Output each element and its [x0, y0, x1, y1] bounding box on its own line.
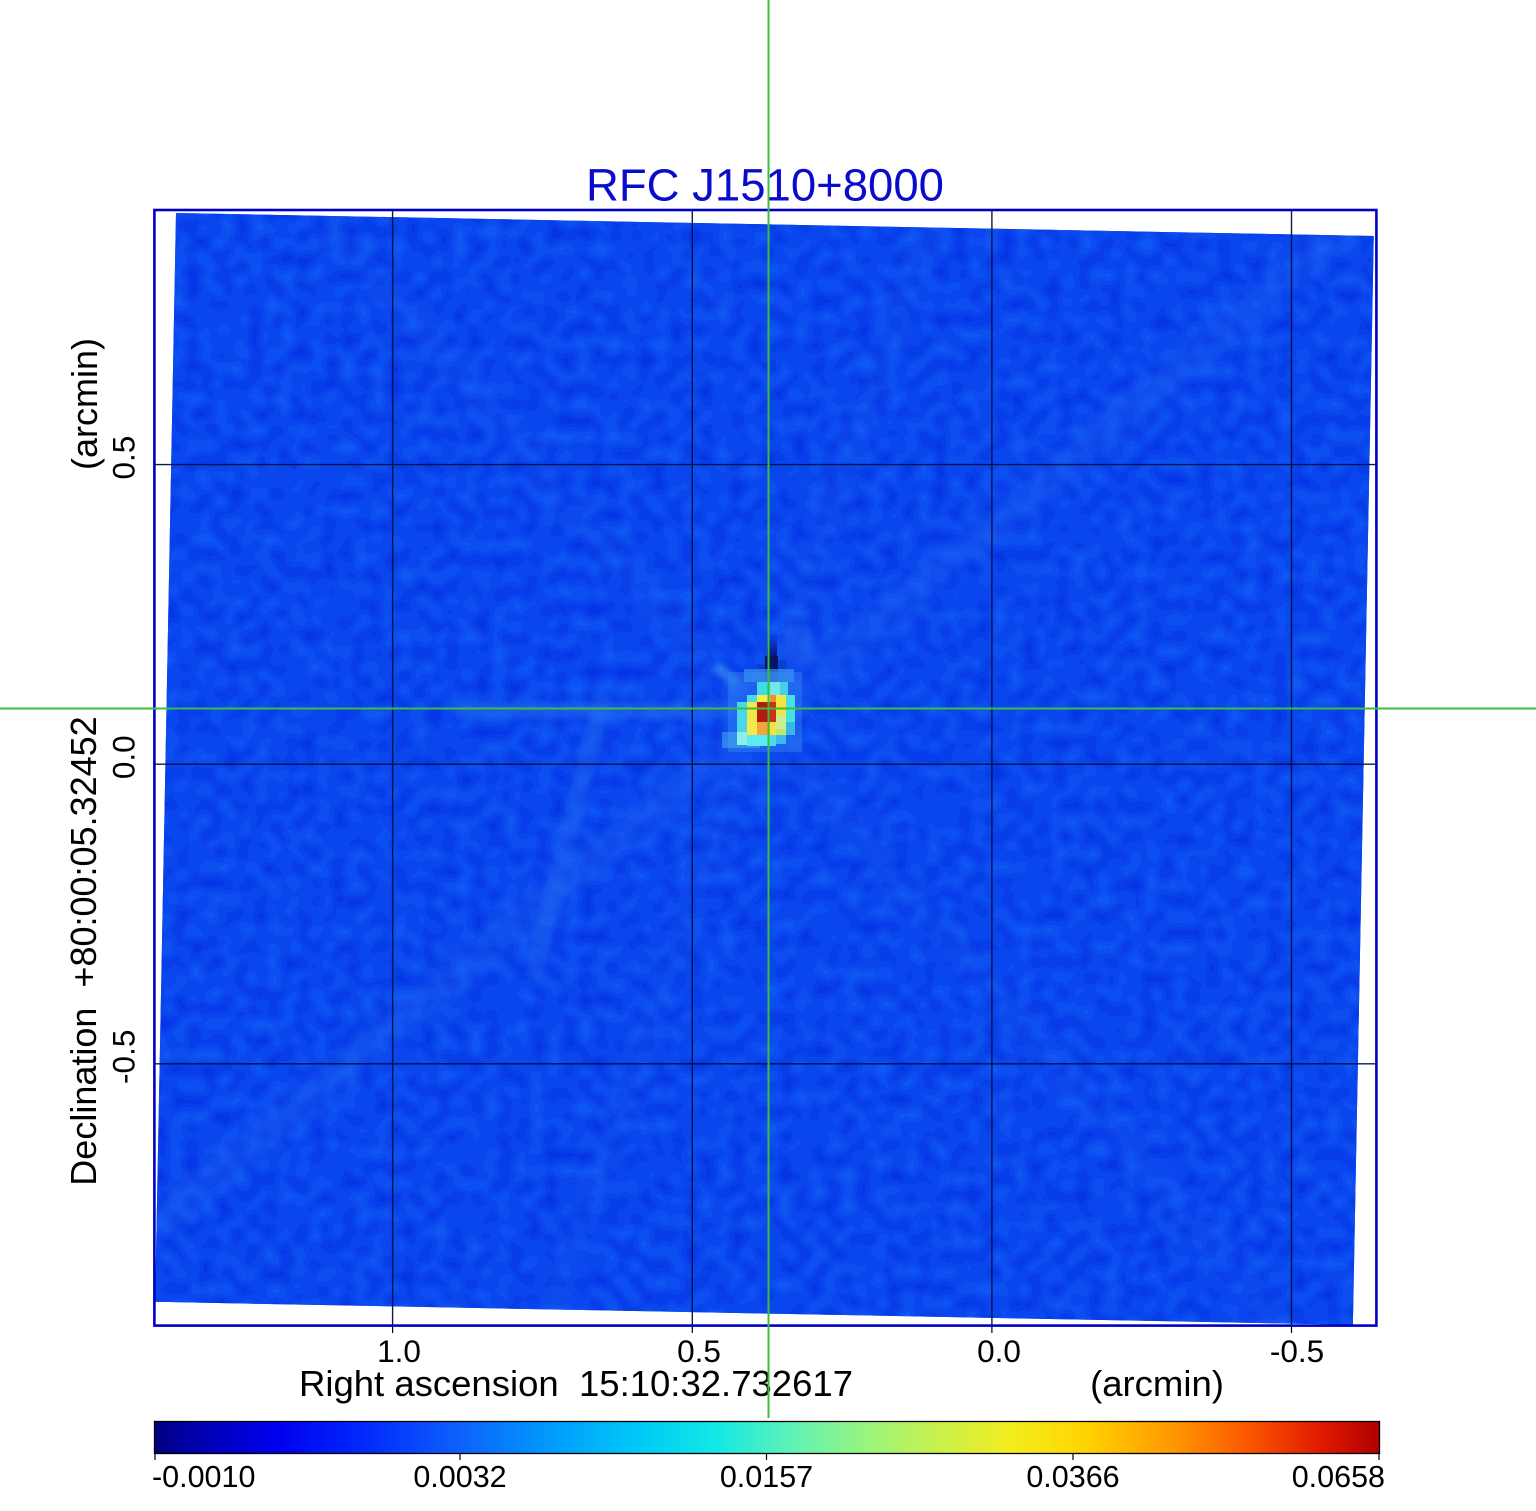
svg-text:0.0366: 0.0366	[1026, 1460, 1119, 1494]
svg-text:0.5: 0.5	[105, 436, 141, 480]
svg-text:-0.5: -0.5	[1270, 1333, 1324, 1369]
svg-text:1.0: 1.0	[377, 1333, 421, 1369]
svg-text:0.0: 0.0	[977, 1333, 1021, 1369]
svg-text:0.0658: 0.0658	[1292, 1460, 1385, 1494]
svg-text:RFC J1510+8000: RFC J1510+8000	[586, 160, 944, 211]
svg-text:(arcmin): (arcmin)	[64, 338, 105, 470]
svg-text:-0.5: -0.5	[105, 1030, 141, 1084]
svg-text:(arcmin): (arcmin)	[1090, 1363, 1224, 1404]
svg-text:0.0032: 0.0032	[413, 1460, 506, 1494]
svg-text:0.0: 0.0	[105, 735, 141, 779]
svg-text:0.0157: 0.0157	[720, 1460, 813, 1494]
svg-text:Right ascension 15:10:32.7326: Right ascension 15:10:32.732617	[299, 1363, 853, 1404]
svg-text:-0.0010: -0.0010	[152, 1460, 255, 1494]
svg-text:Declination +80:00:05.32452: Declination +80:00:05.32452	[63, 716, 104, 1185]
svg-text:0.5: 0.5	[677, 1333, 721, 1369]
